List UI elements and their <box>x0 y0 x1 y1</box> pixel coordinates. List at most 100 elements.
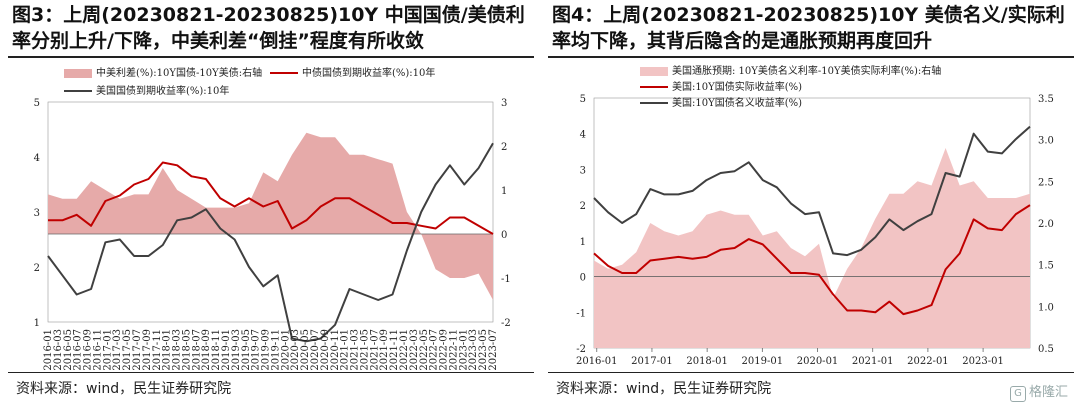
y-right-tick-label: -2 <box>501 318 511 329</box>
y-right-tick-label: 1 <box>501 186 507 197</box>
y-right-tick-label: 2 <box>501 142 507 153</box>
x-tick-label: 2019-05 <box>241 329 252 371</box>
y-left-tick-label: 3 <box>34 208 40 219</box>
x-tick-label: 2022-01 <box>907 356 949 367</box>
x-tick-label: 2022-03 <box>409 329 420 371</box>
x-tick-label: 2021-03 <box>350 329 361 371</box>
x-tick-label: 2020-05 <box>300 329 311 371</box>
left-source-note: 资料来源：wind，民生证券研究院 <box>16 381 232 397</box>
x-tick-label: 2018-03 <box>172 329 183 371</box>
x-tick-label: 2017-03 <box>112 329 123 371</box>
y-left-tick-label: 2 <box>34 263 40 274</box>
x-tick-label: 2018-09 <box>201 329 212 371</box>
y-left-tick-label: 5 <box>34 98 40 109</box>
y-left-tick-label: 3 <box>580 165 586 176</box>
left-panel: 图3：上周(20230821-20230825)10Y 中国国债/美债利率分别上… <box>8 0 536 408</box>
x-tick-label: 2017-05 <box>122 329 133 371</box>
left-title-rule <box>8 56 534 58</box>
y-right-tick-label: 0 <box>501 230 507 241</box>
x-tick-label: 2020-01 <box>797 356 839 367</box>
x-tick-label: 2023-05 <box>478 329 489 371</box>
y-right-tick-label: 1.5 <box>1038 261 1054 272</box>
y-left-tick-label: 2 <box>580 201 586 212</box>
x-tick-label: 2022-01 <box>399 329 410 371</box>
x-tick-label: 2017-11 <box>152 329 163 371</box>
x-tick-label: 2020-03 <box>290 329 301 371</box>
x-tick-label: 2022-05 <box>419 329 430 371</box>
x-tick-label: 2021-09 <box>379 329 390 371</box>
legend-swatch <box>64 69 92 78</box>
x-tick-label: 2022-11 <box>448 329 459 371</box>
x-tick-label: 2018-05 <box>181 329 192 371</box>
x-tick-label: 2017-07 <box>132 329 143 371</box>
x-tick-label: 2023-07 <box>488 329 499 371</box>
y-right-tick-label: 3 <box>501 98 507 109</box>
right-bottom-rule <box>548 372 1074 373</box>
x-tick-label: 2019-07 <box>251 329 262 371</box>
series-line <box>593 125 1031 257</box>
legend-label: 中美利差(%):10Y国债-10Y美债:右轴 <box>96 66 262 79</box>
y-left-tick-label: 4 <box>34 153 40 164</box>
y-left-tick-label: 4 <box>580 130 586 141</box>
x-tick-label: 2019-03 <box>231 329 242 371</box>
x-tick-label: 2021-11 <box>389 329 400 371</box>
y-left-tick-label: -2 <box>576 344 586 355</box>
x-tick-label: 2017-09 <box>142 329 153 371</box>
x-tick-label: 2016-09 <box>83 329 94 371</box>
legend-label: 美国:10Y国债名义收益率(%) <box>672 96 802 109</box>
x-tick-label: 2016-11 <box>92 329 103 371</box>
y-left-tick-label: 1 <box>580 237 586 248</box>
x-tick-label: 2019-01 <box>742 356 784 367</box>
legend-swatch <box>640 67 668 76</box>
x-tick-label: 2018-01 <box>686 356 728 367</box>
x-tick-label: 2022-07 <box>429 329 440 371</box>
x-tick-label: 2021-01 <box>852 356 894 367</box>
right-panel: 图4：上周(20230821-20230825)10Y 美债名义/实际利率均下降… <box>548 0 1076 408</box>
left-chart: 12345-2-101232016-012016-032016-052016-0… <box>34 66 511 371</box>
x-tick-label: 2022-09 <box>439 329 450 371</box>
y-right-tick-label: 0.5 <box>1038 344 1054 355</box>
x-tick-label: 2019-01 <box>221 329 232 371</box>
legend-label: 美国通胀预期: 10Y美债名义利率-10Y美债实际利率(%):右轴 <box>672 64 941 77</box>
x-tick-label: 2016-05 <box>63 329 74 371</box>
x-tick-label: 2017-01 <box>631 356 673 367</box>
x-tick-label: 2016-03 <box>53 329 64 371</box>
x-tick-label: 2016-01 <box>43 329 54 371</box>
logo-text: 格隆汇 <box>1028 385 1068 400</box>
x-tick-label: 2020-09 <box>320 329 331 371</box>
x-tick-label: 2021-01 <box>340 329 351 371</box>
right-chart-title: 图4：上周(20230821-20230825)10Y 美债名义/实际利率均下降… <box>552 4 1065 52</box>
x-tick-label: 2021-07 <box>369 329 380 371</box>
x-tick-label: 2018-07 <box>191 329 202 371</box>
right-title-rule <box>548 56 1074 58</box>
x-tick-label: 2020-11 <box>330 329 341 371</box>
x-tick-label: 2018-01 <box>162 329 173 371</box>
y-left-tick-label: 1 <box>34 318 40 329</box>
logo-icon: G <box>1009 386 1026 402</box>
x-tick-label: 2016-01 <box>576 356 618 367</box>
x-tick-label: 2019-11 <box>270 329 281 371</box>
x-tick-label: 2020-07 <box>310 329 321 371</box>
series-line <box>593 204 1031 316</box>
series-area <box>594 148 1030 348</box>
y-left-tick-label: -1 <box>576 308 586 319</box>
right-chart: -2 -1 0 1 2 3 4 5 0.5 1.0 1.5 2.0 2.5 3.0 3.5 2016-01 20… <box>576 64 1054 367</box>
x-tick-label: 2023-01 <box>962 356 1004 367</box>
series-line <box>47 142 494 343</box>
legend-label: 美国:10Y国债实际收益率(%) <box>672 80 802 93</box>
x-tick-label: 2020-01 <box>280 329 291 371</box>
y-right-tick-label: 3.5 <box>1038 94 1054 105</box>
x-tick-label: 2021-05 <box>359 329 370 371</box>
left-bottom-rule <box>8 372 534 373</box>
series-line <box>48 161 494 235</box>
x-tick-label: 2023-03 <box>468 329 479 371</box>
y-right-tick-label: 2.0 <box>1038 219 1054 230</box>
y-left-tick-label: 5 <box>580 94 586 105</box>
x-tick-label: 2023-01 <box>458 329 469 371</box>
y-right-tick-label: 3.0 <box>1038 136 1054 147</box>
legend-label: 美国国债到期收益率(%):10年 <box>96 84 229 97</box>
x-tick-label: 2019-09 <box>261 329 272 371</box>
right-source-note: 资料来源：wind，民生证券研究院 <box>556 381 772 397</box>
y-right-tick-label: 2.5 <box>1038 177 1054 188</box>
x-tick-label: 2017-01 <box>102 329 113 371</box>
